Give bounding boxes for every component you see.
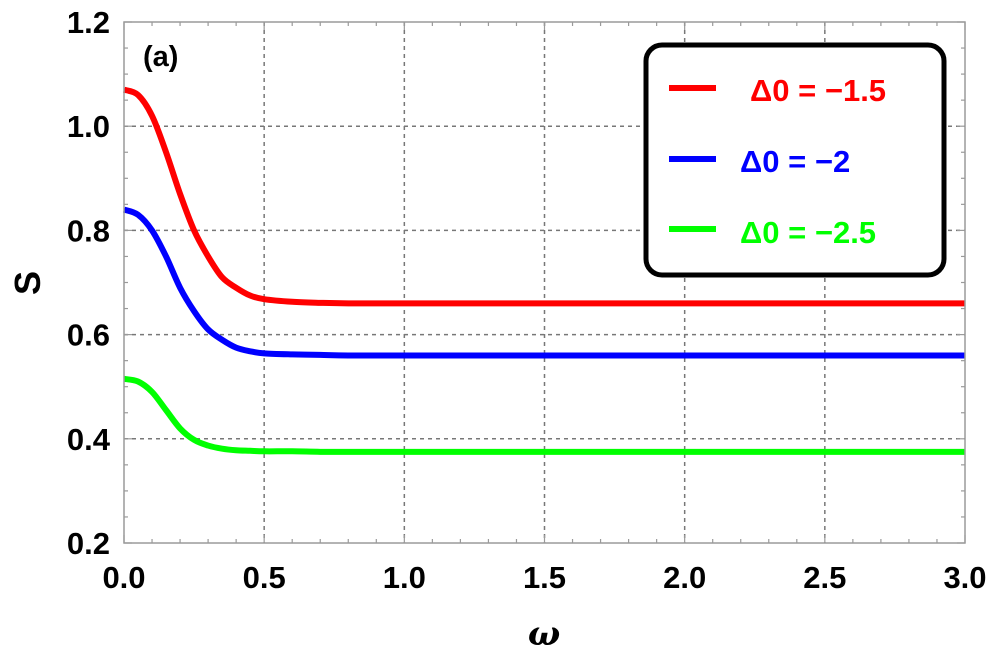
y-axis-label: S — [7, 271, 48, 295]
x-axis-label: ω — [528, 614, 560, 654]
plot-frame — [123, 21, 966, 544]
x-tick-label: 1.0 — [383, 560, 426, 595]
legend-label-delta-1-5: Δ0 = −1.5 — [750, 73, 886, 108]
x-tick-label: 3.0 — [943, 560, 986, 595]
series-line-delta-1-5 — [122, 86, 965, 307]
series-line-delta-2 — [122, 206, 965, 359]
x-tick-labels: 0.0 0.5 1.0 1.5 2.0 2.5 3.0 — [102, 560, 986, 595]
series-lines — [122, 86, 965, 455]
x-tick-label: 0.5 — [243, 560, 286, 595]
series-line-delta-2-5 — [123, 375, 965, 455]
y-tick-label: 1.2 — [67, 5, 110, 40]
y-tick-label: 0.8 — [67, 213, 110, 248]
y-tick-label: 0.4 — [67, 422, 111, 457]
x-tick-label: 2.5 — [803, 560, 846, 595]
x-tick-label: 0.0 — [102, 560, 145, 595]
grid — [124, 22, 965, 543]
y-tick-label: 1.0 — [67, 109, 110, 144]
x-tick-label: 1.5 — [523, 560, 566, 595]
x-tick-label: 2.0 — [663, 560, 706, 595]
legend: Δ0 = −1.5 Δ0 = −2 Δ0 = −2.5 — [643, 42, 947, 278]
panel-label: (a) — [143, 41, 178, 73]
legend-label-delta-2-5: Δ0 = −2.5 — [740, 215, 876, 250]
y-tick-label: 0.6 — [67, 318, 110, 353]
y-tick-label: 0.2 — [67, 526, 110, 561]
legend-label-delta-2: Δ0 = −2 — [740, 144, 850, 179]
y-tick-labels: 0.2 0.4 0.6 0.8 1.0 1.2 — [67, 5, 111, 561]
legend-box — [643, 42, 947, 278]
